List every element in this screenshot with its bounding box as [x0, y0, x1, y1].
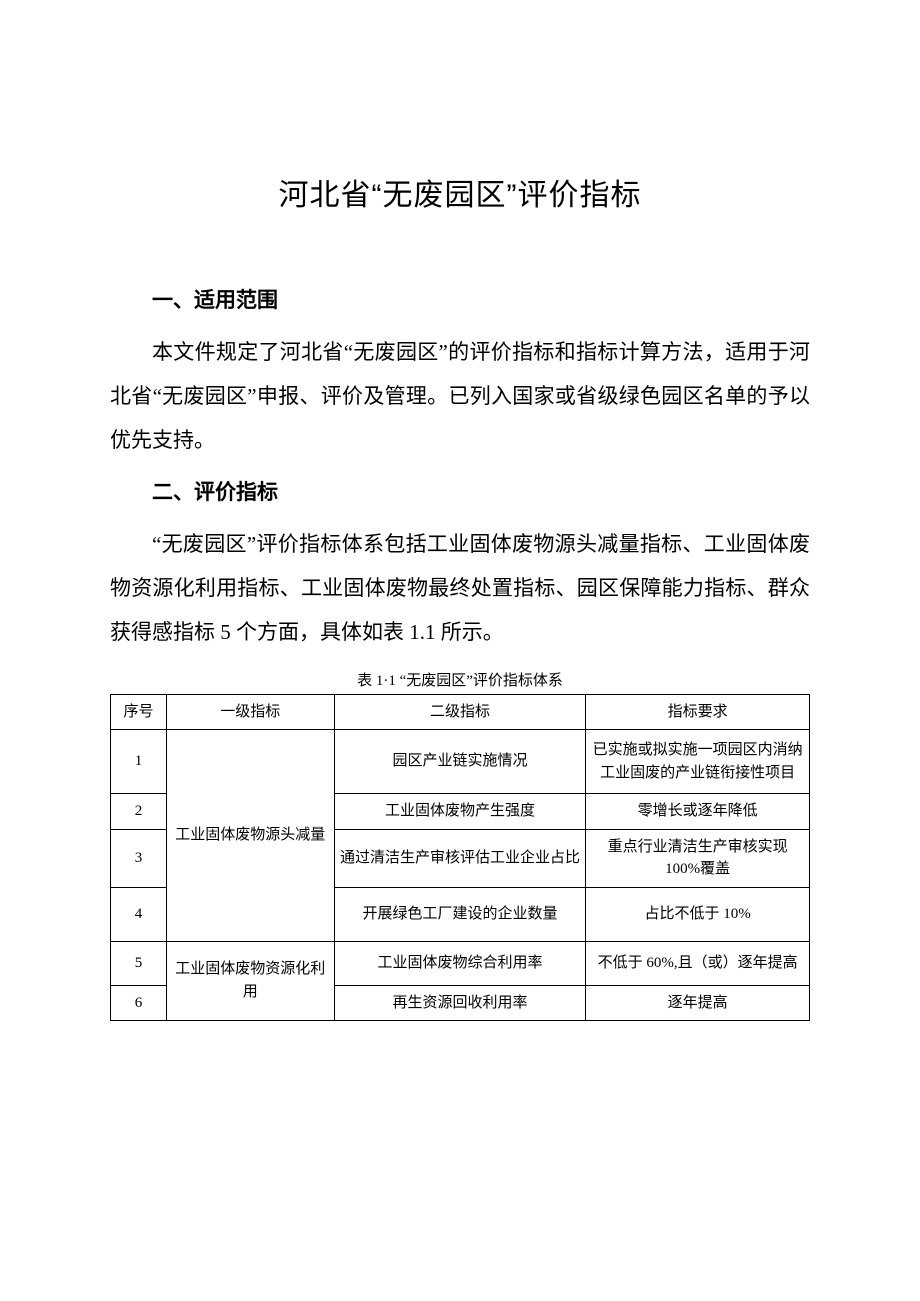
header-seq: 序号 [111, 694, 167, 730]
cell-req: 已实施或拟实施一项园区内消纳工业固废的产业链衔接性项目 [586, 730, 810, 794]
table-caption: 表 1·1 “无废园区”评价指标体系 [110, 669, 810, 690]
header-level1: 一级指标 [166, 694, 334, 730]
indicator-table: 序号 一级指标 二级指标 指标要求 1 工业固体废物源头减量 园区产业链实施情况… [110, 694, 810, 1022]
header-req: 指标要求 [586, 694, 810, 730]
cell-level2: 开展绿色工厂建设的企业数量 [334, 887, 586, 941]
cell-req: 不低于 60%,且（或）逐年提高 [586, 941, 810, 985]
section-1-paragraph: 本文件规定了河北省“无废园区”的评价指标和指标计算方法，适用于河北省“无废园区”… [110, 330, 810, 462]
table-header-row: 序号 一级指标 二级指标 指标要求 [111, 694, 810, 730]
page-title: 河北省“无废园区”评价指标 [110, 170, 810, 214]
header-level2: 二级指标 [334, 694, 586, 730]
section-2-paragraph: “无废园区”评价指标体系包括工业固体废物源头减量指标、工业固体废物资源化利用指标… [110, 522, 810, 654]
cell-req: 零增长或逐年降低 [586, 794, 810, 830]
cell-level2: 工业固体废物综合利用率 [334, 941, 586, 985]
section-1-heading: 一、适用范围 [110, 284, 810, 314]
cell-level2: 再生资源回收利用率 [334, 985, 586, 1021]
cell-seq: 2 [111, 794, 167, 830]
section-2-heading: 二、评价指标 [110, 476, 810, 506]
cell-req: 占比不低于 10% [586, 887, 810, 941]
cell-seq: 5 [111, 941, 167, 985]
cell-level2: 通过清洁生产审核评估工业企业占比 [334, 829, 586, 887]
cell-level1: 工业固体废物源头减量 [166, 730, 334, 942]
cell-seq: 6 [111, 985, 167, 1021]
cell-seq: 3 [111, 829, 167, 887]
table-row: 1 工业固体废物源头减量 园区产业链实施情况 已实施或拟实施一项园区内消纳工业固… [111, 730, 810, 794]
cell-req: 重点行业清洁生产审核实现 100%覆盖 [586, 829, 810, 887]
cell-level2: 园区产业链实施情况 [334, 730, 586, 794]
cell-level1: 工业固体废物资源化利用 [166, 941, 334, 1021]
cell-seq: 1 [111, 730, 167, 794]
table-row: 5 工业固体废物资源化利用 工业固体废物综合利用率 不低于 60%,且（或）逐年… [111, 941, 810, 985]
cell-req: 逐年提高 [586, 985, 810, 1021]
cell-seq: 4 [111, 887, 167, 941]
cell-level2: 工业固体废物产生强度 [334, 794, 586, 830]
